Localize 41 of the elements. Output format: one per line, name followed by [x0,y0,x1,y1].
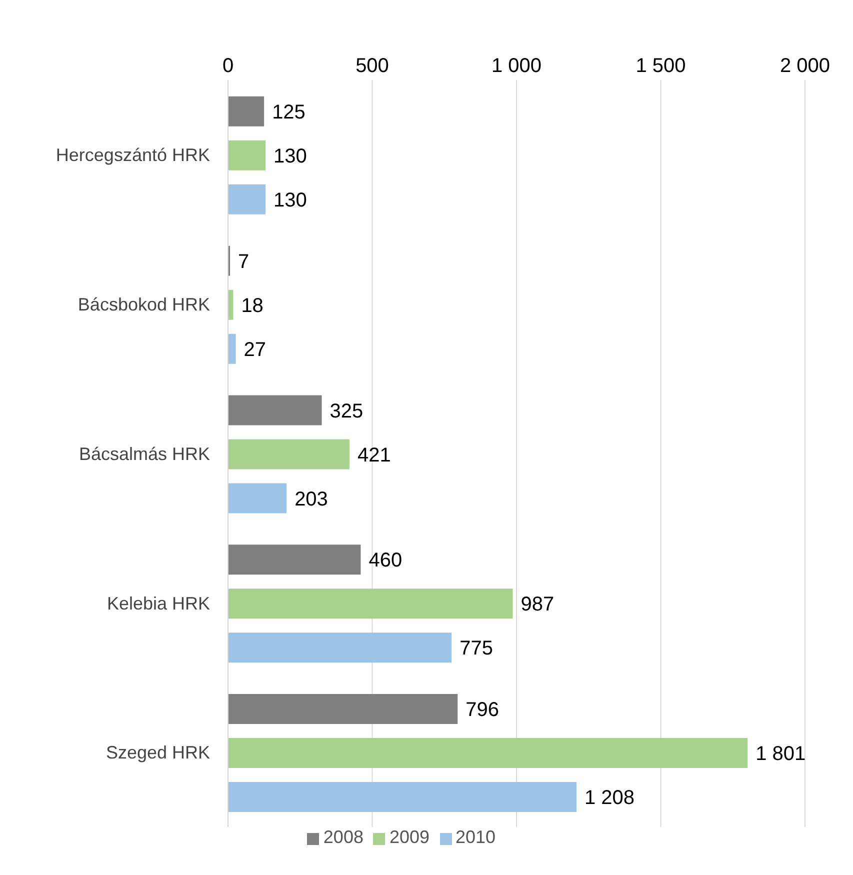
bar [228,694,458,724]
bar [228,483,287,514]
x-tick-label: 2 000 [780,55,830,77]
x-tick-label: 0 [222,55,234,77]
y-tick-label: Bácsbokod HRK [78,294,210,314]
data-label: 27 [244,338,266,361]
data-label: 1 801 [756,743,806,766]
data-label: 775 [460,638,493,660]
data-label: 18 [241,294,264,317]
y-tick-label: Kelebia HRK [106,593,210,614]
x-tick-label: 1 000 [491,55,542,77]
y-tick-label: Hercegszántó HRK [56,145,210,166]
y-tick-label: Bácsalmás HRK [78,444,210,464]
bar [228,334,236,364]
data-label: 1 208 [584,787,635,810]
bar [228,395,322,426]
bar [228,782,577,812]
data-label: 7 [238,250,250,273]
bar [228,184,266,214]
data-label: 460 [368,550,402,572]
y-tick-label: Szeged HRK [106,742,210,763]
bar [228,588,513,619]
bar [228,439,350,470]
data-label: 421 [357,444,391,466]
bar [228,632,452,663]
legend-label: 2010 [456,827,496,847]
data-label: 796 [466,699,500,722]
bar [228,738,748,768]
x-tick-label: 1 500 [636,55,686,77]
data-label: 987 [520,594,554,616]
data-label: 130 [274,146,307,168]
bar [228,96,264,126]
legend-label: 2009 [389,827,430,847]
bar [228,140,266,170]
data-label: 203 [294,488,328,510]
x-tick-label: 500 [356,55,389,77]
data-label: 130 [274,190,307,212]
data-label: 325 [330,400,364,422]
legend-label: 2008 [323,827,364,847]
bar [228,544,361,575]
data-label: 125 [272,102,306,124]
